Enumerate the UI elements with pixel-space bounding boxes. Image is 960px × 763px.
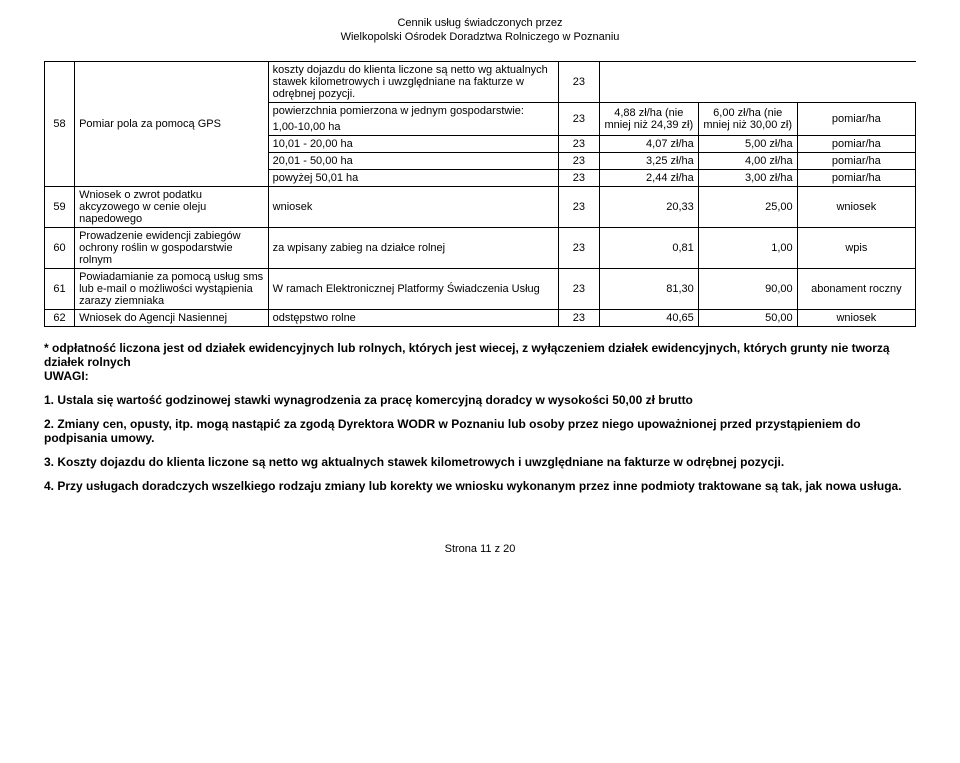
cell-detail: koszty dojazdu do klienta liczone są net… bbox=[268, 61, 558, 102]
cell-vat: 23 bbox=[558, 61, 599, 102]
cell-lp: 61 bbox=[45, 268, 75, 309]
cell-gross: 4,00 zł/ha bbox=[698, 152, 797, 169]
cell-vat: 23 bbox=[558, 309, 599, 326]
cell-unit: pomiar/ha bbox=[797, 135, 915, 152]
cell-detail: powierzchnia pomierzona w jednym gospoda… bbox=[268, 102, 558, 119]
cell-gross: 1,00 bbox=[698, 227, 797, 268]
cell-detail: odstępstwo rolne bbox=[268, 309, 558, 326]
cell-desc: Pomiar pola za pomocą GPS bbox=[75, 61, 269, 186]
cell-net: 40,65 bbox=[599, 309, 698, 326]
footnote-uwagi: UWAGI: bbox=[44, 369, 916, 383]
cell-unit: pomiar/ha bbox=[797, 169, 915, 186]
cell-lp: 59 bbox=[45, 186, 75, 227]
table-row: 62 Wniosek do Agencji Nasiennej odstępst… bbox=[45, 309, 916, 326]
cell-desc: Wniosek o zwrot podatku akcyzowego w cen… bbox=[75, 186, 269, 227]
footnotes-block: * odpłatność liczona jest od działek ewi… bbox=[44, 341, 916, 493]
cell-unit: pomiar/ha bbox=[797, 152, 915, 169]
header-line1: Cennik usług świadczonych przez bbox=[44, 16, 916, 30]
footnote-1: 1. Ustala się wartość godzinowej stawki … bbox=[44, 393, 916, 407]
cell-net: 4,88 zł/ha (nie mniej niż 24,39 zł) bbox=[599, 102, 698, 135]
table-row: 60 Prowadzenie ewidencji zabiegów ochron… bbox=[45, 227, 916, 268]
cell-gross: 5,00 zł/ha bbox=[698, 135, 797, 152]
cell-gross: 6,00 zł/ha (nie mniej niż 30,00 zł) bbox=[698, 102, 797, 135]
cell-desc: Powiadamianie za pomocą usług sms lub e-… bbox=[75, 268, 269, 309]
cell-vat: 23 bbox=[558, 135, 599, 152]
empty-cell bbox=[698, 61, 797, 102]
cell-vat: 23 bbox=[558, 227, 599, 268]
cell-net: 81,30 bbox=[599, 268, 698, 309]
header-line2: Wielkopolski Ośrodek Doradztwa Rolniczeg… bbox=[44, 30, 916, 44]
cell-vat: 23 bbox=[558, 102, 599, 135]
cell-detail: W ramach Elektronicznej Platformy Świadc… bbox=[268, 268, 558, 309]
cell-desc: Prowadzenie ewidencji zabiegów ochrony r… bbox=[75, 227, 269, 268]
cell-detail: za wpisany zabieg na działce rolnej bbox=[268, 227, 558, 268]
table-row: 61 Powiadamianie za pomocą usług sms lub… bbox=[45, 268, 916, 309]
cell-gross: 3,00 zł/ha bbox=[698, 169, 797, 186]
cell-vat: 23 bbox=[558, 169, 599, 186]
table-row: 59 Wniosek o zwrot podatku akcyzowego w … bbox=[45, 186, 916, 227]
cell-lp: 58 bbox=[45, 61, 75, 186]
cell-gross: 90,00 bbox=[698, 268, 797, 309]
cell-detail: 10,01 - 20,00 ha bbox=[268, 135, 558, 152]
cell-vat: 23 bbox=[558, 152, 599, 169]
cell-detail: 20,01 - 50,00 ha bbox=[268, 152, 558, 169]
cell-unit: abonament roczny bbox=[797, 268, 915, 309]
cell-gross: 50,00 bbox=[698, 309, 797, 326]
cell-unit: wniosek bbox=[797, 309, 915, 326]
footnote-3: 3. Koszty dojazdu do klienta liczone są … bbox=[44, 455, 916, 469]
footnote-4: 4. Przy usługach doradczych wszelkiego r… bbox=[44, 479, 916, 493]
cell-net: 2,44 zł/ha bbox=[599, 169, 698, 186]
cell-unit: pomiar/ha bbox=[797, 102, 915, 135]
footnote-2: 2. Zmiany cen, opusty, itp. mogą nastąpi… bbox=[44, 417, 916, 445]
cell-vat: 23 bbox=[558, 186, 599, 227]
cell-desc: Wniosek do Agencji Nasiennej bbox=[75, 309, 269, 326]
cell-lp: 62 bbox=[45, 309, 75, 326]
cell-net: 0,81 bbox=[599, 227, 698, 268]
cell-net: 20,33 bbox=[599, 186, 698, 227]
empty-cell bbox=[797, 61, 915, 102]
cell-gross: 25,00 bbox=[698, 186, 797, 227]
cell-net: 4,07 zł/ha bbox=[599, 135, 698, 152]
document-header: Cennik usług świadczonych przez Wielkopo… bbox=[44, 16, 916, 45]
cell-detail: wniosek bbox=[268, 186, 558, 227]
empty-cell bbox=[599, 61, 698, 102]
cell-vat: 23 bbox=[558, 268, 599, 309]
pricing-table: 58 Pomiar pola za pomocą GPS koszty doja… bbox=[44, 61, 916, 327]
page-footer: Strona 11 z 20 bbox=[44, 543, 916, 555]
cell-detail: 1,00-10,00 ha bbox=[268, 119, 558, 136]
cell-unit: wniosek bbox=[797, 186, 915, 227]
cell-unit: wpis bbox=[797, 227, 915, 268]
table-row: 58 Pomiar pola za pomocą GPS koszty doja… bbox=[45, 61, 916, 102]
cell-net: 3,25 zł/ha bbox=[599, 152, 698, 169]
footnote-star: * odpłatność liczona jest od działek ewi… bbox=[44, 341, 916, 369]
cell-lp: 60 bbox=[45, 227, 75, 268]
cell-detail: powyżej 50,01 ha bbox=[268, 169, 558, 186]
